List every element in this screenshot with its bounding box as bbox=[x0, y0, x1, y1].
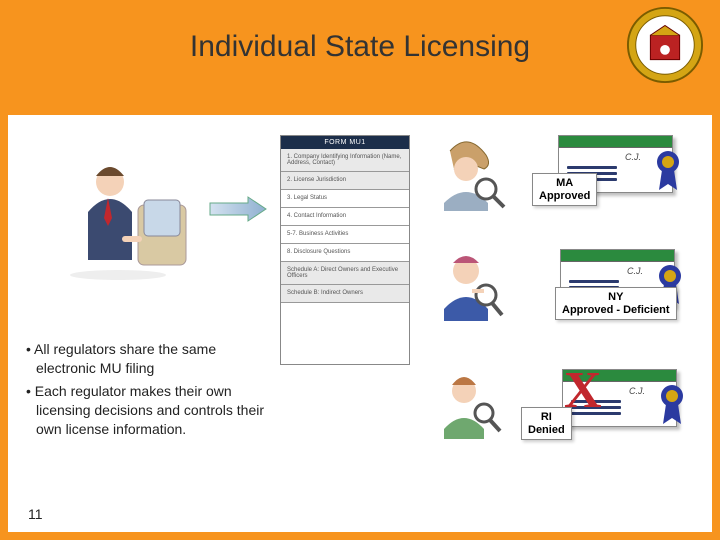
flow-arrow-icon bbox=[208, 195, 268, 223]
license-card-ri: C.J. bbox=[562, 369, 677, 427]
form-row: 4. Contact Information bbox=[281, 208, 409, 226]
list-item: All regulators share the same electronic… bbox=[26, 340, 276, 378]
page-title: Individual State Licensing bbox=[0, 30, 720, 64]
form-row: 5-7. Business Activities bbox=[281, 226, 409, 244]
bullet-list: All regulators share the same electronic… bbox=[26, 340, 276, 442]
page-number: 11 bbox=[28, 506, 43, 522]
regulator-illustration-ny bbox=[428, 245, 508, 325]
ribbon-icon bbox=[654, 150, 682, 199]
regulator-illustration-ma bbox=[428, 133, 508, 213]
form-row: Schedule B: Indirect Owners bbox=[281, 285, 409, 303]
list-item: Each regulator makes their own licensing… bbox=[26, 382, 276, 439]
state-seal bbox=[626, 6, 704, 84]
slide-body: FORM MU1 1. Company Identifying Informat… bbox=[8, 115, 712, 532]
form-row: 8. Disclosure Questions bbox=[281, 244, 409, 262]
form-header: FORM MU1 bbox=[281, 136, 409, 149]
form-row: 2. License Jurisdiction bbox=[281, 172, 409, 190]
ribbon-icon bbox=[658, 384, 686, 433]
signature: C.J. bbox=[629, 386, 645, 396]
form-row: 1. Company Identifying Information (Name… bbox=[281, 149, 409, 172]
signature: C.J. bbox=[625, 152, 641, 162]
form-row: Schedule A: Direct Owners and Executive … bbox=[281, 262, 409, 285]
form-row: 3. Legal Status bbox=[281, 190, 409, 208]
form-mu1: FORM MU1 1. Company Identifying Informat… bbox=[280, 135, 410, 365]
status-label-ny: NY Approved - Deficient bbox=[555, 287, 677, 320]
applicant-illustration bbox=[68, 150, 198, 280]
status-label-ma: MA Approved bbox=[532, 173, 597, 206]
signature: C.J. bbox=[627, 266, 643, 276]
regulator-illustration-ri bbox=[428, 363, 508, 443]
status-label-ri: RI Denied bbox=[521, 407, 572, 440]
